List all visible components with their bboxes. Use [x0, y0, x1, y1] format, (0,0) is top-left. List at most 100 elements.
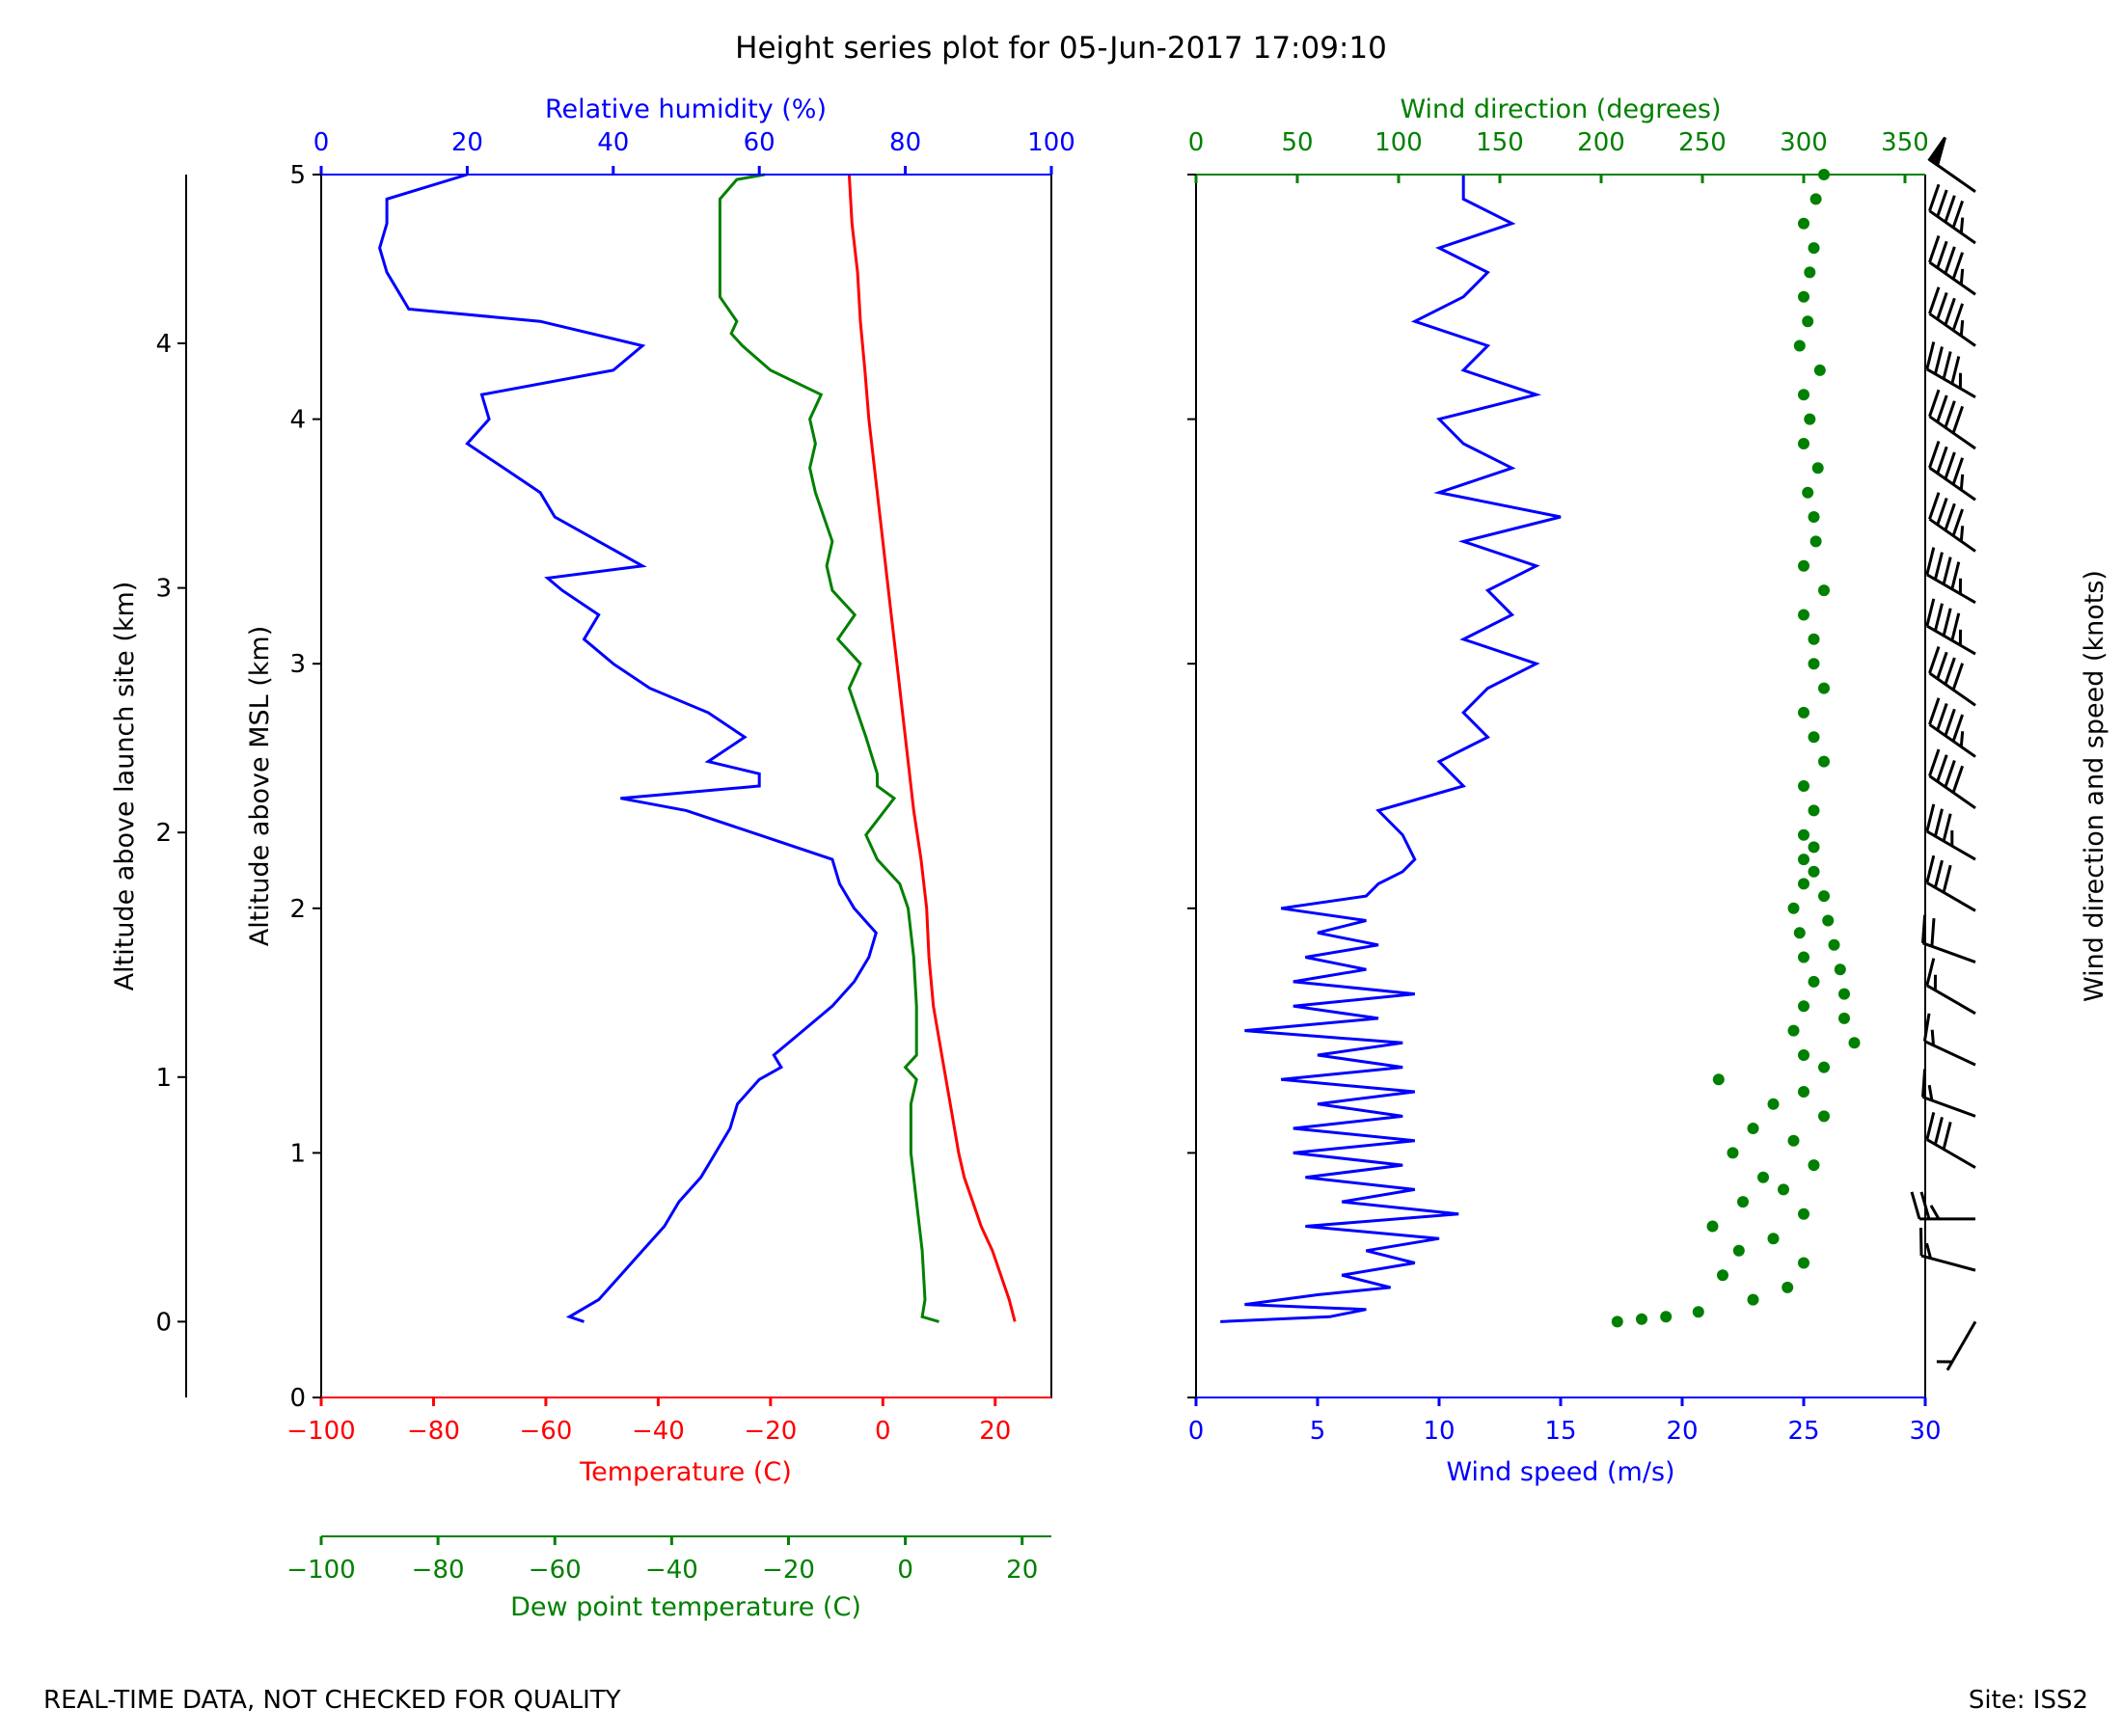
- wind-barb: [1928, 492, 1976, 553]
- wind-direction-point: [1808, 658, 1820, 670]
- wind-direction-point: [1809, 535, 1822, 548]
- wind-direction-point: [1798, 217, 1809, 230]
- wind-direction-point: [1727, 1147, 1739, 1159]
- wind-direction-point: [1798, 609, 1809, 621]
- wind-barb: [1927, 136, 1976, 193]
- wind-direction-point: [1706, 1220, 1719, 1233]
- wind-direction-point: [1808, 804, 1820, 817]
- wind-direction-point: [1737, 1196, 1749, 1208]
- wind-direction-point: [1813, 364, 1826, 376]
- wind-direction-point: [1822, 914, 1835, 927]
- wind-direction-point: [1818, 1110, 1830, 1123]
- dewpoint-tick-label: −20: [762, 1556, 815, 1585]
- wind-direction-point: [1818, 584, 1830, 597]
- launch-site-tick-label: 0: [155, 1308, 172, 1337]
- wind-direction-point: [1798, 878, 1809, 890]
- temperature-tick-label: −100: [286, 1417, 355, 1446]
- thermo-panel: 0 20 40 60 80 100 −100 −80 −60 −40 −20 0 20 −100 −80…: [110, 95, 1075, 1622]
- dewpoint-tick-label: 20: [1006, 1556, 1038, 1585]
- msl-tick-label: 3: [289, 650, 306, 679]
- wind-direction-tick-label: 200: [1577, 128, 1625, 157]
- wind-direction-point: [1808, 975, 1820, 988]
- temperature-series-line: [847, 174, 1017, 1322]
- rh-tick-label: 0: [313, 128, 330, 157]
- wind-direction-point: [1818, 1061, 1830, 1073]
- wind-direction-point: [1798, 1257, 1809, 1269]
- wind-direction-point: [1798, 559, 1809, 572]
- wind-direction-point: [1782, 1281, 1794, 1293]
- dewpoint-tick-label: −80: [412, 1556, 465, 1585]
- wind-direction-point: [1808, 633, 1820, 645]
- wind-direction-point: [1767, 1233, 1780, 1245]
- wind-direction-point: [1808, 1159, 1820, 1172]
- wind-barbs-axis-label: Wind direction and speed (knots): [2080, 570, 2109, 1002]
- wind-speed-tick-label: 30: [1909, 1417, 1941, 1446]
- launch-site-axis-label: Altitude above launch site (km): [110, 582, 140, 991]
- wind-direction-point: [1798, 290, 1809, 303]
- wind-barb: [1928, 646, 1976, 707]
- wind-direction-tick-label: 100: [1374, 128, 1423, 157]
- msl-tick-label: 2: [289, 895, 306, 924]
- msl-tick-label: 5: [289, 161, 306, 190]
- dewpoint-series-line: [718, 173, 939, 1323]
- wind-direction-point: [1787, 1134, 1800, 1147]
- wind-barb: [1922, 1013, 1976, 1067]
- wind-direction-point: [1808, 731, 1820, 744]
- wind-direction-point: [1798, 706, 1809, 719]
- wind-direction-point: [1838, 1012, 1850, 1024]
- wind-direction-point: [1611, 1316, 1623, 1328]
- wind-direction-point: [1787, 902, 1800, 914]
- wind-barb: [1925, 958, 1976, 1016]
- wind-speed-tick-label: 20: [1666, 1417, 1698, 1446]
- wind-panel: 0 50 100 150 200 250 300 350 0 5 10 15 20 25 30 Wind …: [1187, 95, 2109, 1487]
- wind-direction-point: [1717, 1269, 1728, 1282]
- wind-barb: [1925, 341, 1976, 399]
- wind-direction-point: [1660, 1311, 1673, 1323]
- dewpoint-tick-label: −60: [529, 1556, 582, 1585]
- rh-tick-label: 60: [744, 128, 775, 157]
- wind-speed-tick-label: 10: [1423, 1417, 1455, 1446]
- wind-direction-tick-label: 50: [1281, 128, 1313, 157]
- wind-direction-point: [1811, 462, 1824, 475]
- wind-direction-point: [1793, 927, 1806, 939]
- wind-barb: [1928, 286, 1976, 347]
- wind-barb: [1919, 1227, 1976, 1272]
- wind-direction-point: [1767, 1098, 1780, 1110]
- temperature-axis-label: Temperature (C): [579, 1457, 792, 1487]
- wind-barb: [1925, 547, 1976, 605]
- dewpoint-axis-label: Dew point temperature (C): [510, 1592, 861, 1622]
- wind-direction-point: [1818, 682, 1830, 694]
- wind-barb: [1928, 183, 1976, 245]
- rh-tick-label: 80: [889, 128, 921, 157]
- msl-axis-label: Altitude above MSL (km): [245, 626, 275, 947]
- left-plot-frame: [320, 174, 1052, 1398]
- dewpoint-tick-label: 0: [897, 1556, 913, 1585]
- wind-barb: [1928, 697, 1976, 758]
- launch-site-tick-label: 1: [155, 1064, 172, 1093]
- wind-direction-point: [1798, 1086, 1809, 1098]
- temperature-tick-label: −20: [744, 1417, 797, 1446]
- wind-direction-tick-label: 250: [1678, 128, 1727, 157]
- wind-direction-point: [1818, 890, 1830, 903]
- wind-direction-tick-label: 150: [1476, 128, 1524, 157]
- wind-speed-tick-label: 5: [1310, 1417, 1326, 1446]
- wind-barb: [1925, 803, 1976, 861]
- wind-direction-point: [1808, 242, 1820, 255]
- wind-direction-point: [1798, 951, 1809, 963]
- wind-direction-point: [1712, 1073, 1725, 1086]
- wind-barb: [1928, 235, 1976, 296]
- wind-direction-point: [1732, 1244, 1745, 1257]
- wind-direction-point: [1808, 511, 1820, 523]
- wind-speed-tick-label: 25: [1787, 1417, 1819, 1446]
- wind-direction-tick-label: 0: [1188, 128, 1205, 157]
- site-label: Site: ISS2: [1968, 1686, 2088, 1715]
- wind-barb: [1925, 1112, 1976, 1169]
- relative-humidity-series-line: [378, 173, 878, 1323]
- wind-direction-point: [1834, 963, 1846, 976]
- wind-direction-point: [1798, 828, 1809, 841]
- wind-direction-point: [1793, 339, 1806, 352]
- wind-direction-point: [1808, 841, 1820, 854]
- temperature-tick-label: 20: [979, 1417, 1011, 1446]
- wind-direction-point: [1747, 1293, 1759, 1306]
